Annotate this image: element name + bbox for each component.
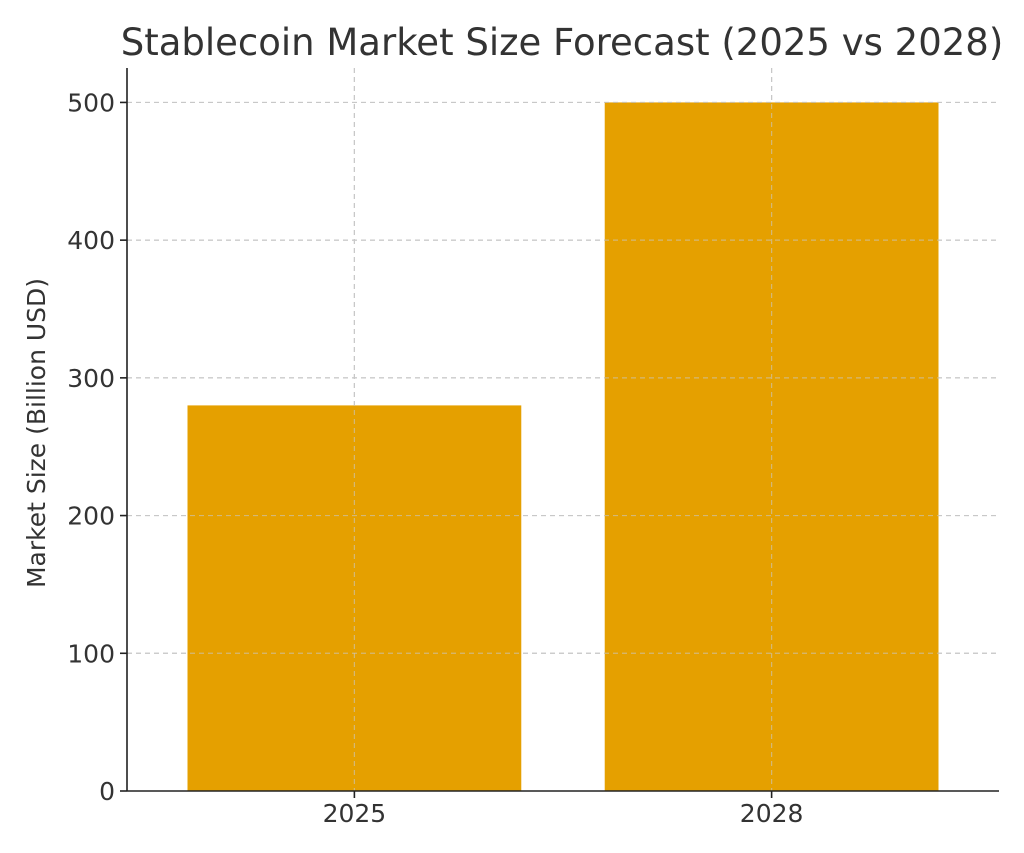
bars xyxy=(127,68,999,791)
y-axis-label: Market Size (Billion USD) xyxy=(22,278,51,588)
bar-2025 xyxy=(187,405,522,791)
tick-labels: 0 100 200 300 400 500 2025 2028 xyxy=(67,88,803,828)
x-tick-label: 2028 xyxy=(740,799,804,828)
x-tick-label: 2025 xyxy=(323,799,387,828)
y-tick-label: 0 xyxy=(99,777,115,806)
y-tick-label: 500 xyxy=(67,88,115,117)
chart-title: Stablecoin Market Size Forecast (2025 vs… xyxy=(121,21,1004,64)
y-tick-label: 200 xyxy=(67,502,115,531)
y-tick-label: 100 xyxy=(67,639,115,668)
y-tick-label: 400 xyxy=(67,226,115,255)
y-tick-label: 300 xyxy=(67,364,115,393)
axes xyxy=(120,68,999,798)
